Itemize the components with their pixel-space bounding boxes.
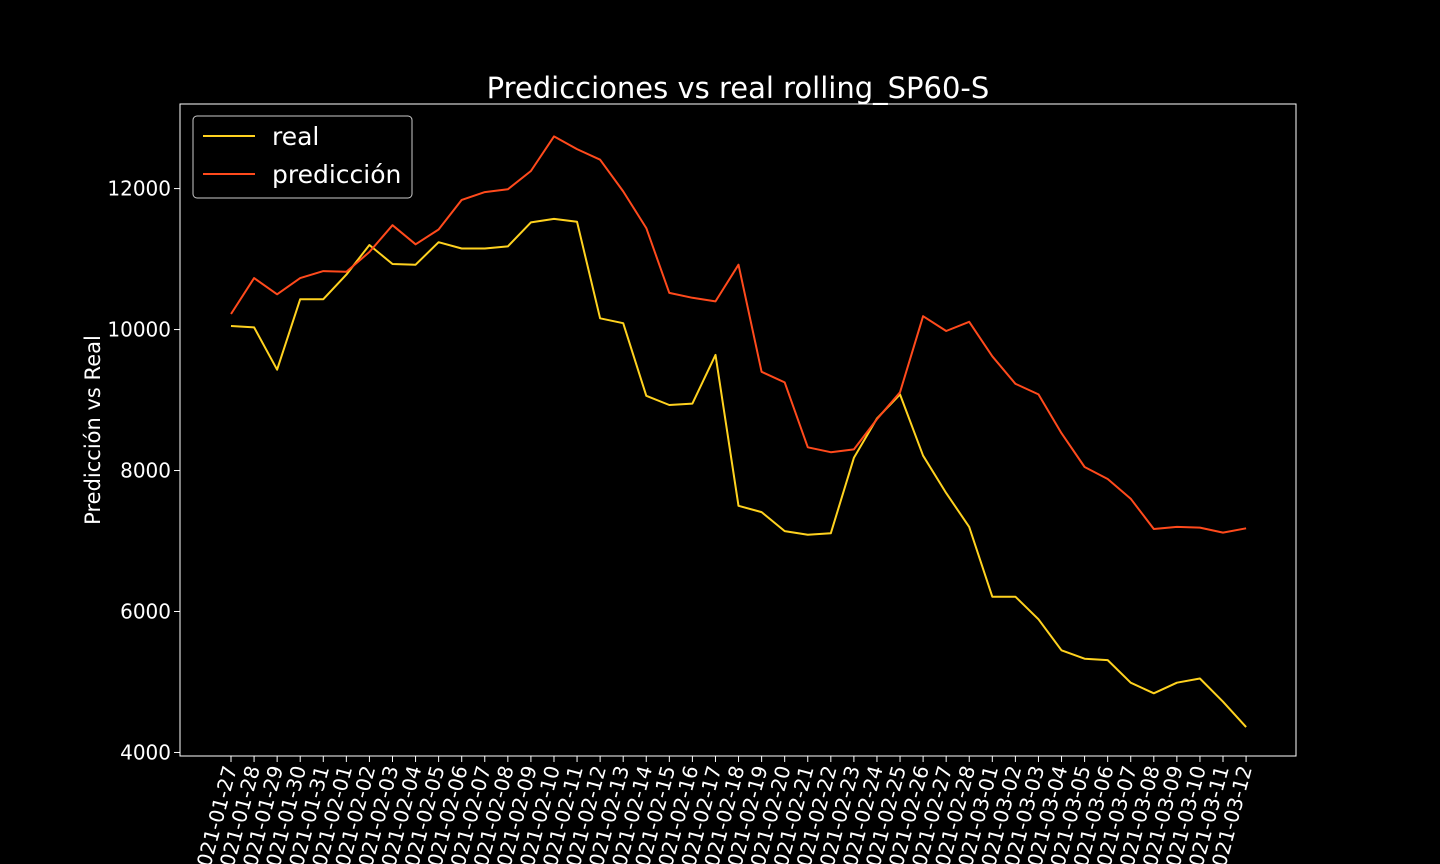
legend-label-real: real: [272, 122, 319, 151]
series-line-prediccion: [230, 135, 1247, 534]
y-axis-label: Predicción vs Real: [81, 335, 105, 525]
series-line-real: [230, 217, 1247, 728]
y-tick-label: 10000: [107, 318, 171, 342]
y-tick-label: 6000: [120, 600, 171, 624]
y-tick-label: 8000: [120, 459, 171, 483]
series-layer: [230, 135, 1247, 728]
legend: real predicción: [192, 115, 413, 199]
y-tick-label: 4000: [120, 740, 171, 764]
y-axis: 4000 6000 8000 10000 12000: [107, 177, 180, 764]
x-axis: 2021-01-272021-01-282021-01-292021-01-30…: [189, 756, 1257, 864]
legend-label-prediccion: predicción: [272, 160, 401, 189]
plot-frame: [179, 103, 1297, 757]
chart-title: Predicciones vs real rolling_SP60-S: [487, 71, 990, 105]
y-tick-label: 12000: [107, 177, 171, 201]
